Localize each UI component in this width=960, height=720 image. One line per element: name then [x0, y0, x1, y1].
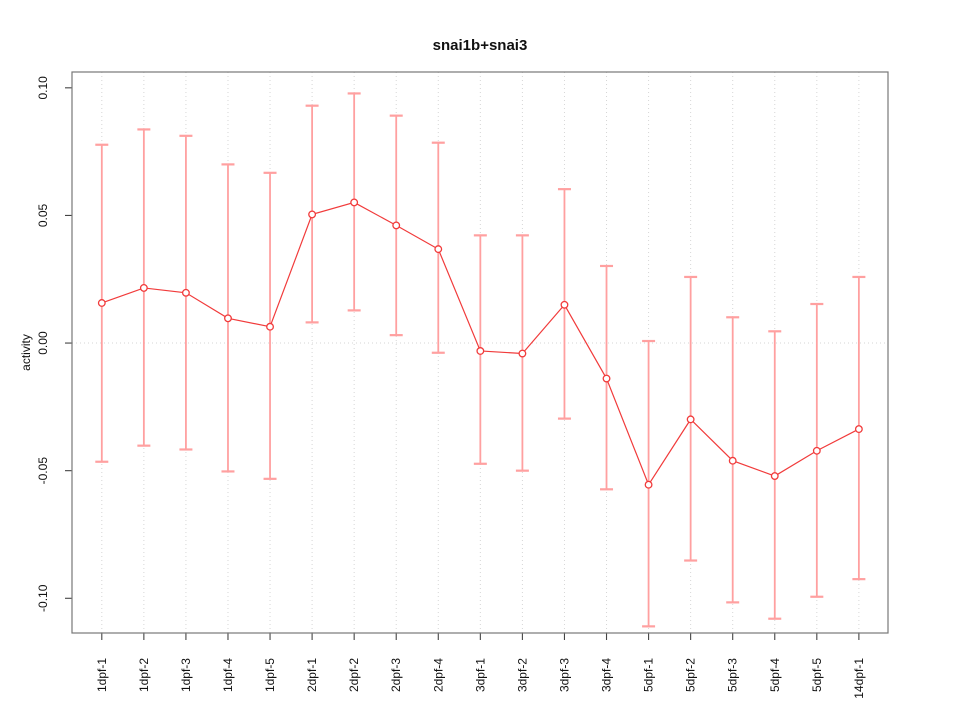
error-bars: [95, 92, 866, 628]
x-tick-label: 5dpf-3: [726, 658, 740, 692]
x-tick-label: 5dpf-1: [642, 658, 656, 692]
x-tick-label: 1dpf-5: [263, 658, 277, 692]
x-tick-label: 3dpf-3: [557, 658, 571, 692]
data-point: [812, 446, 821, 455]
axes: 1dpf-1 1dpf-2 1dpf-3 1dpf-4 1dpf-5 2dpf-1 2dpf…: [36, 76, 866, 699]
y-tick-label: 0.10: [36, 76, 50, 100]
x-tick-label: 2dpf-3: [389, 658, 403, 692]
x-tick-label: 5dpf-4: [768, 658, 782, 692]
y-tick-label: 0.05: [36, 203, 50, 227]
data-point: [308, 210, 317, 219]
data-point: [560, 300, 569, 309]
x-tick-label: 2dpf-1: [305, 658, 319, 692]
x-tick-label: 2dpf-2: [347, 658, 361, 692]
y-axis-title: activity: [19, 334, 33, 371]
data-points: [97, 198, 863, 489]
chart-title: snai1b+snai3: [433, 37, 528, 54]
data-point: [476, 347, 485, 355]
data-point: [854, 425, 863, 434]
x-tick-label: 3dpf-1: [473, 658, 487, 692]
y-tick-label: -0.10: [36, 584, 50, 612]
x-tick-label: 2dpf-4: [431, 658, 445, 692]
plot-border: [71, 71, 889, 634]
data-point: [266, 322, 274, 331]
data-point: [602, 374, 611, 383]
data-point: [518, 349, 527, 358]
x-tick-label: 5dpf-2: [684, 658, 698, 692]
y-tick-label: -0.05: [36, 457, 50, 485]
data-point: [350, 198, 359, 207]
data-point: [728, 456, 737, 465]
x-tick-label: 3dpf-2: [515, 658, 529, 692]
x-tick-label: 5dpf-5: [810, 658, 824, 692]
data-point: [434, 245, 443, 254]
data-point: [644, 480, 653, 489]
data-point: [97, 299, 106, 307]
data-point: [686, 415, 695, 424]
x-tick-label: 1dpf-4: [221, 658, 235, 692]
data-point: [770, 472, 779, 480]
x-tick-label: 1dpf-2: [137, 658, 151, 692]
x-tick-label: 3dpf-4: [600, 658, 614, 692]
data-point: [181, 288, 190, 297]
data-point: [392, 221, 401, 230]
data-point: [224, 314, 232, 323]
x-tick-label: 1dpf-1: [95, 658, 109, 692]
x-tick-label: 1dpf-3: [179, 658, 193, 692]
y-tick-label: 0.00: [36, 331, 50, 355]
data-point: [139, 283, 148, 292]
x-tick-label: 14dpf-1: [852, 658, 866, 699]
